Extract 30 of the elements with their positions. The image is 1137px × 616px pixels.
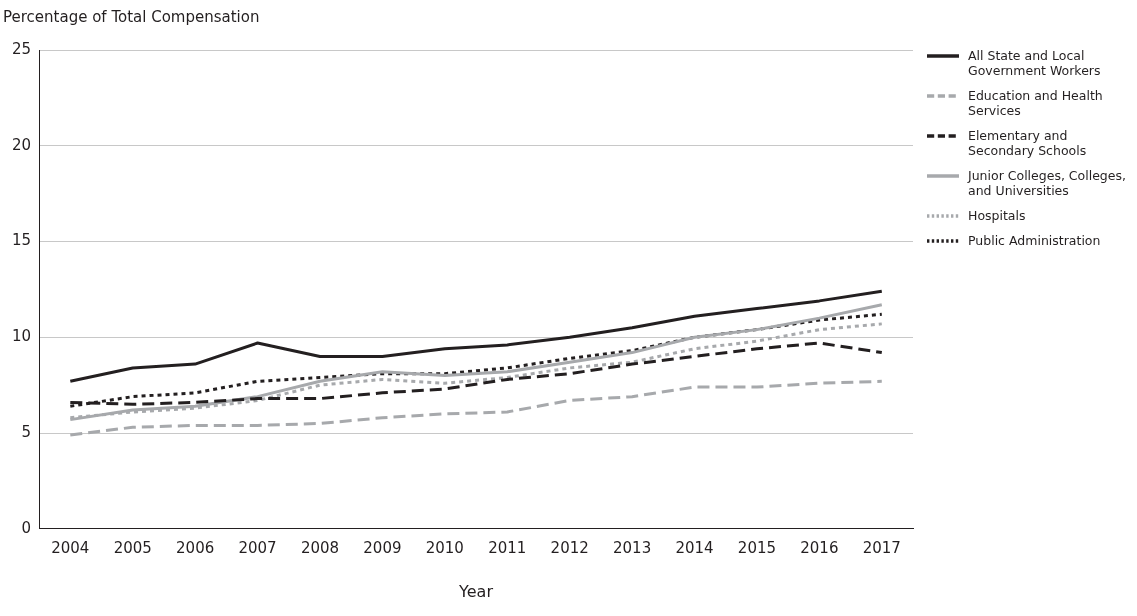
y-tick-label: 5 [21,422,32,441]
line-series [68,312,884,408]
x-tick-label: 2006 [176,538,215,557]
y-axis-title: Percentage of Total Compensation [3,8,260,26]
x-tick-label: 2009 [363,538,402,557]
x-tick-label: 2011 [488,538,527,557]
x-tick-label: 2005 [113,538,152,557]
y-tick-label: 15 [11,231,32,250]
x-tick-label: 2014 [675,538,714,557]
legend-label: Elementary and Secondary Schools [968,128,1088,158]
x-tick-label: 2016 [800,538,839,557]
legend-label: All State and Local Government Workers [968,48,1102,78]
line-series [68,379,884,437]
x-tick-label: 2004 [51,538,90,557]
legend-label: Junior Colleges, Colleges, and Universities [968,168,1126,198]
legend-label: Hospitals [968,208,1026,223]
y-tick-label: 0 [21,518,32,537]
y-tick-label: 10 [11,327,32,346]
legend-label: Public Administration [968,233,1101,248]
x-tick-label: 2013 [613,538,652,557]
x-tick-label: 2007 [238,538,277,557]
y-tick-label: 20 [11,135,32,154]
x-tick-label: 2008 [300,538,340,557]
x-tick-label: 2012 [550,538,589,557]
legend-label: Education and Health Services [968,88,1104,118]
x-tick-label: 2010 [425,538,464,557]
x-axis-title: Year [458,581,494,601]
x-tick-label: 2017 [862,538,901,557]
x-tick-label: 2015 [737,538,777,557]
y-tick-label: 25 [11,39,32,58]
